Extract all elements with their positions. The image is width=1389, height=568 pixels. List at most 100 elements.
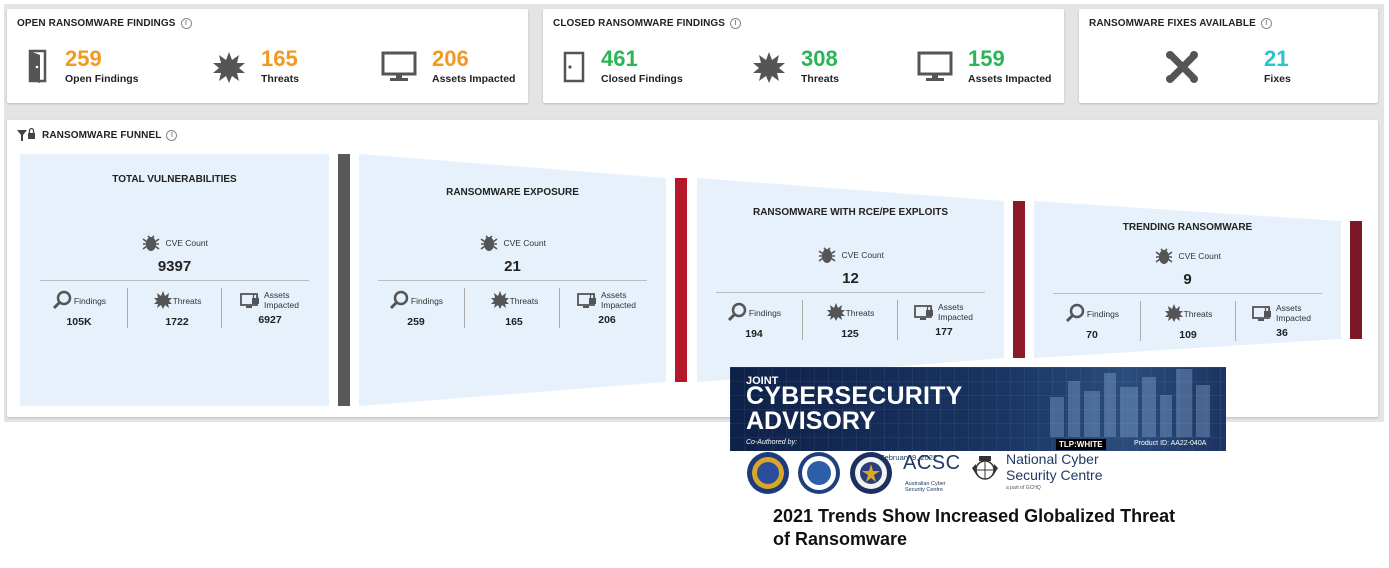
magnifier-icon	[389, 290, 409, 310]
stage-1-findings-value: 105K	[66, 316, 92, 328]
stage-3-threats: Threats 125	[810, 302, 890, 340]
stage-4-findings-label: Findings	[1086, 309, 1120, 320]
stage-4-threats-label: Threats	[1183, 309, 1213, 320]
stage-4-cve: CVE Count 9	[1034, 247, 1341, 288]
closed-threats-label: Threats	[801, 73, 839, 85]
stage-3-divider	[716, 292, 985, 293]
stage-3-assets: Assets Impacted 177	[901, 302, 987, 338]
stage-1-assets-value: 6927	[258, 314, 282, 326]
headline-line2: of Ransomware	[773, 529, 908, 549]
bug-icon	[142, 235, 160, 251]
closed-card-title: CLOSED RANSOMWARE FINDINGS	[553, 18, 726, 29]
open-assets-label: Assets Impacted	[432, 73, 516, 85]
nsa-seal-icon	[850, 452, 892, 494]
magnifier-icon	[727, 302, 747, 322]
open-findings-value: 259	[65, 46, 102, 71]
stage-1-title: TOTAL VULNERABILITIES	[112, 174, 237, 185]
door-open-icon	[28, 49, 47, 83]
stage-1-threats-label: Threats	[172, 296, 202, 307]
stage-1-assets-label: Assets Impacted	[264, 290, 299, 310]
open-threats-label: Threats	[261, 73, 299, 85]
stage-2-assets-value: 206	[598, 314, 616, 326]
ncsc-line2: Security Centre	[1006, 467, 1103, 483]
fixes-card-title: RANSOMWARE FIXES AVAILABLE	[1089, 18, 1256, 29]
info-icon[interactable]: i	[180, 18, 192, 29]
ncsc-subtitle: a part of GCHQ	[1006, 485, 1041, 491]
info-icon[interactable]: i	[730, 18, 742, 29]
stage-2-assets-label: Assets Impacted	[601, 290, 636, 310]
open-findings-card: OPEN RANSOMWARE FINDINGS i 259 Open Findi…	[7, 9, 528, 103]
stage-4-findings-value: 70	[1086, 329, 1098, 341]
stage-3-assets-label: Assets Impacted	[938, 302, 973, 322]
headline-line1: 2021 Trends Show Increased Globalized Th…	[773, 506, 1176, 526]
magnifier-icon	[52, 290, 72, 310]
stage-4-title: TRENDING RANSOMWARE	[1122, 222, 1253, 233]
stage-3-findings: Findings 194	[718, 302, 790, 340]
stage-2-divider	[378, 280, 647, 281]
advisory-banner: JOINT CYBERSECURITY ADVISORY Co-Authored…	[730, 367, 1226, 451]
stage-1-threats: Threats 1722	[137, 290, 217, 328]
ncsc-line1: National Cyber	[1006, 451, 1099, 467]
threat-burst-icon	[213, 52, 245, 83]
stage-1-cve-label: CVE Count	[165, 238, 208, 248]
stage-4-divider	[1053, 293, 1322, 294]
stage-3-bar	[1013, 201, 1025, 358]
stage-1-assets: Assets Impacted 6927	[227, 290, 313, 326]
stage-3-cve: CVE Count 12	[697, 246, 1004, 287]
cisa-seal-icon	[798, 452, 840, 494]
threat-burst-icon	[753, 52, 785, 83]
fixes-stat: 21 Fixes	[1264, 46, 1291, 86]
open-card-title: OPEN RANSOMWARE FINDINGS	[17, 18, 176, 29]
open-assets-value: 206	[432, 46, 469, 71]
monitor-lock-icon	[914, 305, 933, 320]
stage-2-title: RANSOMWARE EXPOSURE	[446, 187, 579, 198]
stage-1-threats-value: 1722	[165, 316, 189, 328]
wrench-cross-icon	[1166, 51, 1198, 83]
stage-4-bar	[1350, 221, 1362, 339]
monitor-icon	[917, 51, 953, 81]
ncsc-logo-text: National Cyber Security Centre	[1006, 451, 1102, 483]
info-icon[interactable]: i	[166, 130, 178, 141]
stage-1-divider	[40, 280, 309, 281]
closed-assets-label: Assets Impacted	[968, 73, 1052, 85]
bug-icon	[818, 247, 836, 263]
stage-4-findings: Findings 70	[1056, 303, 1128, 341]
closed-findings-card: CLOSED RANSOMWARE FINDINGS i 461 Closed F…	[543, 9, 1064, 103]
open-findings-label: Open Findings	[65, 73, 139, 85]
stage-2-cve-value: 21	[504, 258, 521, 276]
advisory-coauthored: Co-Authored by:	[746, 439, 797, 446]
open-assets-stat: 206 Assets Impacted	[432, 46, 516, 86]
closed-findings-label: Closed Findings	[601, 73, 683, 85]
monitor-lock-icon	[240, 293, 259, 308]
closed-threats-stat: 308 Threats	[801, 47, 839, 86]
info-icon[interactable]: i	[1260, 18, 1272, 29]
acsc-subtitle: Australian Cyber Security Centre	[905, 481, 946, 493]
fixes-value: 21	[1264, 46, 1289, 71]
threat-burst-icon	[826, 303, 845, 321]
stage-2-findings-value: 259	[407, 316, 425, 328]
stage-2-cve-label: CVE Count	[503, 238, 546, 248]
closed-assets-stat: 159 Assets Impacted	[968, 47, 1052, 86]
stage-1-findings-label: Findings	[73, 296, 107, 307]
stage-3-cve-label: CVE Count	[841, 250, 884, 260]
open-findings-stat: 259 Open Findings	[65, 46, 139, 86]
acsc-logo-text: ACSC	[903, 452, 961, 474]
stage-3-threats-label: Threats	[845, 308, 875, 319]
advisory-title-line1: CYBERSECURITY	[746, 382, 963, 410]
threat-burst-icon	[490, 291, 509, 309]
threat-burst-icon	[1164, 304, 1183, 322]
fbi-seal-icon	[747, 452, 789, 494]
stage-3-background	[697, 178, 1004, 382]
fixes-available-card: RANSOMWARE FIXES AVAILABLE i 21 Fixes	[1079, 9, 1378, 103]
fixes-label: Fixes	[1264, 73, 1291, 85]
stage-2-findings: Findings 259	[380, 290, 452, 328]
stage-3-title: RANSOMWARE WITH RCE/PE EXPLOITS	[752, 207, 948, 218]
funnel-lock-icon	[17, 127, 35, 141]
stage-4-cve-label: CVE Count	[1178, 251, 1221, 261]
stage-2-cve: CVE Count 21	[359, 234, 666, 275]
bug-icon	[1155, 248, 1173, 264]
stage-1-cve: CVE Count 9397	[20, 234, 329, 275]
funnel-title: RANSOMWARE FUNNEL	[42, 130, 162, 141]
stage-3-threats-value: 125	[841, 328, 859, 340]
advisory-date: February 9, 2022	[880, 453, 938, 462]
